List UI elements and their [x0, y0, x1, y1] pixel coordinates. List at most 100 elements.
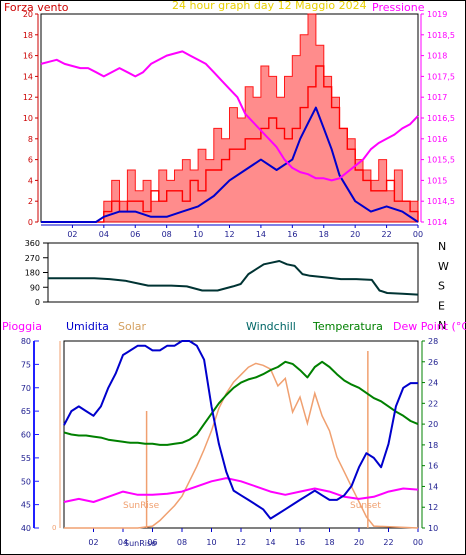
pressure-series: [40, 50, 419, 182]
time-tick-label: 06: [130, 230, 140, 239]
wind-tick-label: 10: [23, 114, 33, 123]
pressure-tick-label: 1018,5: [427, 31, 455, 40]
time-tick-label: 04: [99, 230, 109, 239]
wind-pressure-panel: 0246810121416182010141014,510151015,5101…: [23, 10, 455, 239]
pressure-tick-label: 1014: [427, 218, 447, 227]
sunrise-annotation: SunRise: [123, 501, 160, 511]
time-tick-label: 10: [193, 230, 203, 239]
direction-tick-label: 0: [35, 298, 40, 307]
pressure-label: Pressione: [372, 1, 425, 14]
compass-label: W: [438, 260, 449, 273]
sunset-annotation: Sunset: [350, 501, 381, 511]
temperature-series: [63, 360, 419, 446]
humidity-tick-label: 55: [21, 454, 31, 463]
temperature-tick-label: 20: [428, 420, 438, 429]
pressure-tick-label: 1019: [427, 10, 447, 19]
time-tick-label: 02: [67, 230, 77, 239]
time-tick-label: 18: [319, 230, 329, 239]
direction-tick-label: 90: [30, 283, 40, 292]
temperature-tick-label: 18: [428, 441, 438, 450]
wind-tick-label: 16: [23, 52, 33, 61]
dewpoint-series: [63, 477, 419, 503]
dewpoint-label: Dew Point (°C): [393, 320, 466, 333]
time-tick-label: 06: [147, 538, 157, 547]
temperature-tick-label: 24: [428, 379, 438, 388]
compass-label: S: [438, 280, 445, 293]
time-tick-label: 14: [256, 230, 266, 239]
humidity-tick-label: 60: [21, 431, 31, 440]
wind-average-series: [41, 106, 419, 223]
time-tick-label: 02: [88, 538, 98, 547]
time-tick-label: 22: [381, 230, 391, 239]
wind-tick-label: 0: [28, 218, 33, 227]
rain-label: Pioggia: [2, 320, 42, 333]
humidity-tick-label: 80: [21, 337, 31, 346]
time-tick-label: 12: [236, 538, 246, 547]
chart-title: 24 hour graph day 12 Maggio 2024: [172, 0, 367, 12]
time-tick-label: 20: [350, 230, 360, 239]
humidity-series: [63, 340, 418, 520]
sunrise-axis-label: SunRise: [124, 539, 156, 548]
temperature-label: Temperatura: [312, 320, 383, 333]
time-tick-label: 00: [413, 230, 423, 239]
compass-label: N: [438, 240, 446, 253]
direction-tick-label: 180: [25, 269, 40, 278]
wind-tick-label: 2: [28, 197, 33, 206]
weather-plot-area: [63, 340, 419, 529]
wind-speed-series: [41, 65, 419, 223]
time-tick-label: 16: [287, 230, 297, 239]
pressure-tick-label: 1017: [427, 93, 447, 102]
compass-label: E: [438, 299, 445, 312]
windchill-label: Windchill: [246, 320, 296, 333]
time-tick-label: 22: [383, 538, 393, 547]
wind-tick-label: 18: [23, 31, 33, 40]
humidity-tick-label: 65: [21, 407, 31, 416]
pressure-tick-label: 1018: [427, 52, 447, 61]
time-tick-label: 20: [354, 538, 364, 547]
time-tick-label: 08: [162, 230, 172, 239]
wind-tick-label: 6: [28, 156, 33, 165]
wind-tick-label: 4: [28, 176, 33, 185]
direction-plot-area: [47, 242, 419, 303]
pressure-tick-label: 1014,5: [427, 197, 455, 206]
temperature-tick-label: 14: [428, 482, 438, 491]
solar-tick-label: 0: [52, 524, 56, 532]
time-tick-label: 08: [177, 538, 187, 547]
humidity-tick-label: 40: [21, 524, 31, 533]
temperature-tick-label: 16: [428, 462, 438, 471]
time-tick-label: 12: [224, 230, 234, 239]
wind-tick-label: 20: [23, 10, 33, 19]
solar-series: [64, 362, 419, 529]
direction-tick-label: 270: [25, 254, 40, 263]
temperature-tick-label: 28: [428, 337, 438, 346]
pressure-tick-label: 1016: [427, 135, 447, 144]
time-tick-label: 16: [295, 538, 305, 547]
humidity-label: Umidita: [66, 320, 109, 333]
pressure-tick-label: 1015: [427, 176, 447, 185]
pressure-tick-label: 1016,5: [427, 114, 455, 123]
time-tick-label: 04: [118, 538, 128, 547]
pressure-tick-label: 1015,5: [427, 156, 455, 165]
temperature-tick-label: 10: [428, 524, 438, 533]
direction-tick-label: 360: [25, 239, 40, 248]
humidity-tick-label: 70: [21, 384, 31, 393]
wind-tick-label: 8: [28, 135, 33, 144]
wind-label: Forza vento: [4, 1, 69, 14]
time-tick-label: 00: [413, 538, 423, 547]
compass-label: N: [438, 319, 446, 332]
time-tick-label: 18: [324, 538, 334, 547]
temperature-humidity-panel: 40 45 50 55 60 65 70 75 80 0 10 12 14 16 18 20 22 24 26 28 0…: [21, 337, 438, 547]
humidity-tick-label: 45: [21, 501, 31, 510]
temperature-tick-label: 12: [428, 503, 438, 512]
time-tick-label: 10: [206, 538, 216, 547]
humidity-tick-label: 75: [21, 360, 31, 369]
temperature-tick-label: 26: [428, 358, 438, 367]
wind-direction-series: [48, 260, 419, 296]
solar-label: Solar: [118, 320, 147, 333]
time-tick-label: 14: [265, 538, 275, 547]
humidity-tick-label: 50: [21, 477, 31, 486]
wind-tick-label: 12: [23, 93, 33, 102]
